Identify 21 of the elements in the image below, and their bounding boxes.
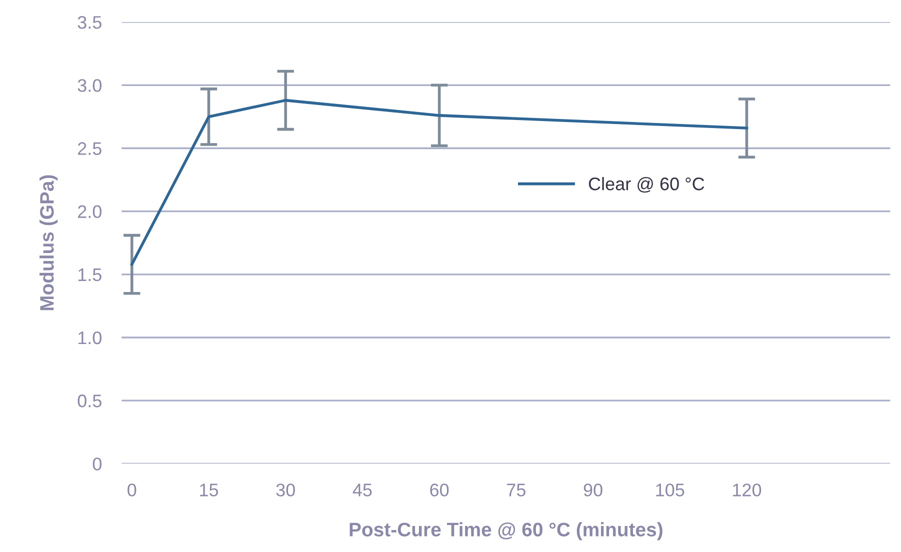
y-tick-label: 0 (92, 458, 102, 470)
x-tick-label: 30 (276, 484, 295, 496)
x-tick-label: 15 (200, 484, 218, 496)
x-tick-label: 60 (430, 484, 449, 496)
x-tick-label: 75 (507, 484, 526, 496)
y-tick-label: 3.0 (78, 79, 102, 92)
y-tick-label: 2.5 (78, 142, 102, 155)
legend-label: Clear @ 60 °C (588, 177, 704, 193)
x-tick-label: 120 (733, 484, 762, 496)
x-tick-label: 105 (656, 484, 684, 496)
x-tick-label: 0 (128, 484, 136, 496)
x-axis-title: Post-Cure Time @ 60 °C (minutes) (350, 522, 662, 540)
y-tick-label: 2.0 (78, 205, 102, 218)
x-tick-label: 90 (584, 484, 602, 496)
y-tick-label: 1.0 (78, 331, 102, 344)
x-tick-label: 45 (352, 484, 372, 496)
line-series (130, 98, 748, 266)
y-tick-label: 3.5 (78, 16, 102, 29)
y-tick-label: 1.5 (78, 268, 102, 282)
y-tick-label: 0.5 (78, 394, 102, 408)
y-axis-title: Modulus (GPa) (40, 175, 58, 310)
